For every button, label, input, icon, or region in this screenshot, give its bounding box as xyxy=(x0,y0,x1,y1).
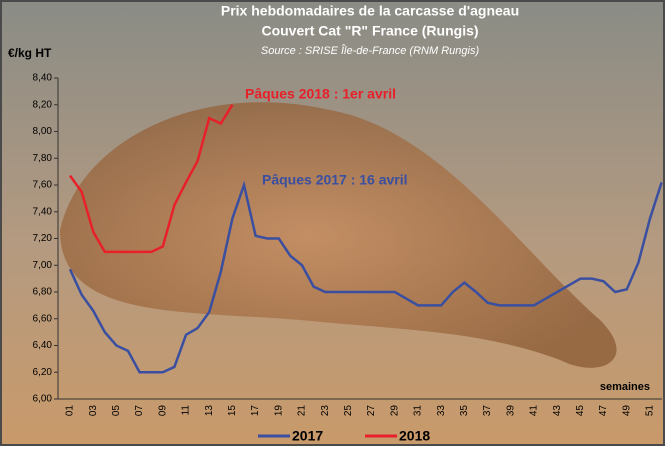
x-tick-label: 15 xyxy=(227,405,238,417)
y-tick-label: 8,40 xyxy=(33,73,53,84)
y-tick-label: 8,20 xyxy=(33,99,53,110)
y-tick-label: 6,20 xyxy=(33,367,53,378)
x-tick-label: 09 xyxy=(157,405,168,417)
series-line xyxy=(68,180,663,374)
x-tick-label: 51 xyxy=(645,405,656,417)
y-tick-label: 6,80 xyxy=(33,287,53,298)
y-axis-label: €/kg HT xyxy=(8,46,52,60)
x-tick-label: 21 xyxy=(297,405,308,417)
x-tick-label: 23 xyxy=(320,405,331,417)
x-tick-label: 47 xyxy=(598,405,609,417)
chart-title: Prix hebdomadaires de la carcasse d'agne… xyxy=(221,3,519,19)
x-tick-label: 01 xyxy=(65,405,76,417)
y-tick-label: 7,20 xyxy=(33,233,53,244)
x-tick-label: 33 xyxy=(436,405,447,417)
x-tick-label: 37 xyxy=(482,405,493,417)
y-tick-label: 7,00 xyxy=(33,260,53,271)
x-tick-label: 13 xyxy=(204,405,215,417)
x-tick-label: 11 xyxy=(181,405,192,416)
x-axis-label: semaines xyxy=(600,381,650,393)
x-tick-label: 29 xyxy=(389,405,400,417)
x-tick-label: 31 xyxy=(413,405,424,417)
annotation: Pâques 2017 : 16 avril xyxy=(262,172,408,188)
y-tick-label: 6,60 xyxy=(33,313,53,324)
x-tick-label: 43 xyxy=(552,405,563,417)
x-tick-label: 07 xyxy=(134,405,145,417)
x-tick-label: 27 xyxy=(366,405,377,417)
source: Source : SRISE Île-de-France (RNM Rungis… xyxy=(261,44,480,57)
y-tick-label: 7,80 xyxy=(33,153,53,164)
y-tick-label: 6,00 xyxy=(33,394,53,405)
x-tick-label: 45 xyxy=(575,405,586,417)
y-tick-label: 7,40 xyxy=(33,206,53,217)
legend-label: 2017 xyxy=(292,428,323,444)
background-photo xyxy=(60,102,617,368)
x-tick-label: 19 xyxy=(273,405,284,417)
x-tick-label: 49 xyxy=(621,405,632,417)
y-tick-label: 8,00 xyxy=(33,126,53,137)
annotation: Pâques 2018 : 1er avril xyxy=(245,86,396,102)
x-tick-label: 05 xyxy=(111,405,122,417)
legend-label: 2018 xyxy=(399,428,430,444)
y-tick-label: 7,60 xyxy=(33,180,53,191)
chart-subtitle: Couvert Cat "R" France (Rungis) xyxy=(261,23,478,39)
x-tick-label: 39 xyxy=(505,405,516,417)
x-tick-label: 35 xyxy=(459,405,470,417)
y-tick-label: 6,40 xyxy=(33,340,53,351)
x-tick-label: 03 xyxy=(88,405,99,417)
x-tick-label: 17 xyxy=(250,405,261,417)
series-line xyxy=(68,104,234,254)
x-tick-label: 41 xyxy=(529,405,540,417)
x-tick-label: 25 xyxy=(343,405,354,417)
